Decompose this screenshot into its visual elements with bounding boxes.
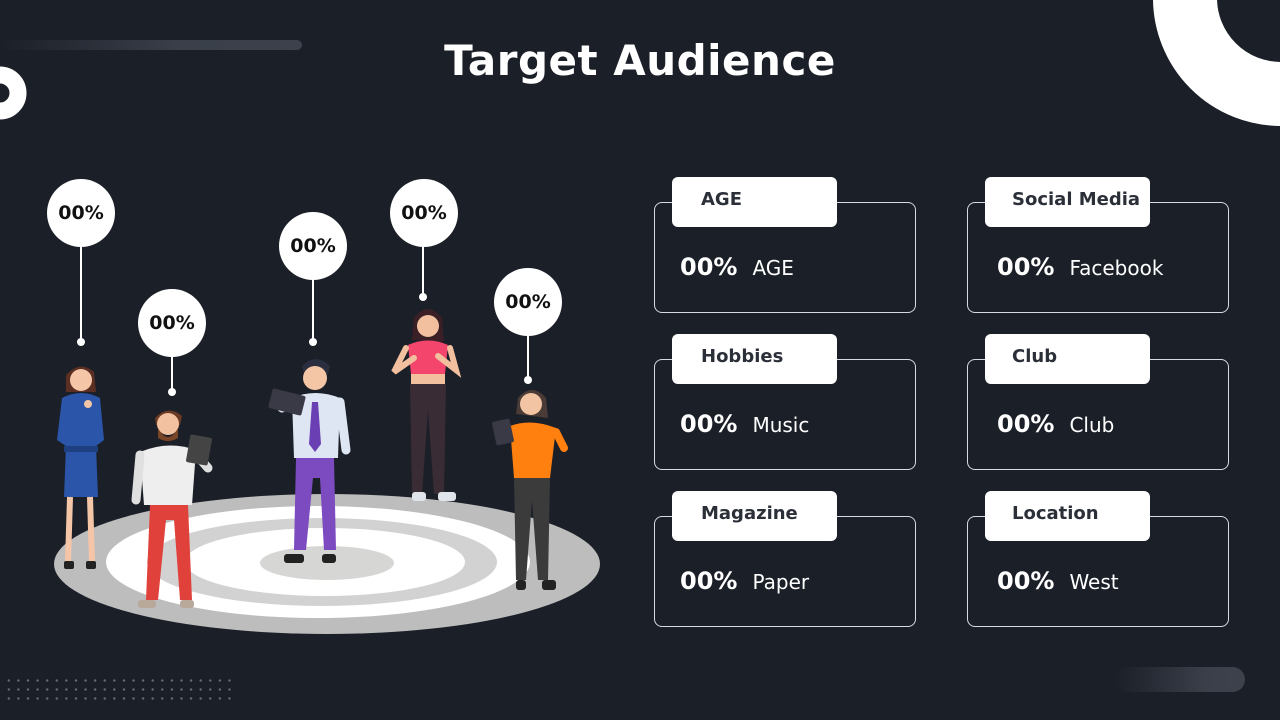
percent-bubble-4: 00%	[390, 179, 458, 247]
bubble-stem-3	[309, 275, 317, 346]
card-title: Hobbies	[672, 334, 837, 384]
card-label: AGE	[752, 256, 794, 280]
slide-title: Target Audience	[444, 36, 836, 85]
decorative-top-bar	[0, 40, 302, 50]
person-woman-orange-top	[492, 390, 568, 590]
card-title: Club	[985, 334, 1150, 384]
left-ring	[0, 66, 27, 120]
percent-bubble-3: 00%	[279, 212, 347, 280]
bubble-stem-4	[419, 242, 427, 301]
card-label: Paper	[752, 570, 810, 594]
card-percent: 00%	[997, 253, 1055, 281]
bubble-stem-2	[168, 352, 176, 396]
card-label: Music	[752, 413, 810, 437]
person-woman-pink-top	[391, 309, 462, 501]
bubble-stem-1	[77, 242, 85, 346]
person-woman-blue-dress	[57, 366, 104, 569]
person-man-purple-pants	[268, 359, 351, 563]
card-content: 00% West	[997, 567, 1119, 595]
card-content: 00% Club	[997, 410, 1114, 438]
decorative-bottom-bar	[1115, 667, 1245, 692]
bubble-stem-5	[524, 331, 532, 384]
card-club: Club 00% Club	[967, 334, 1229, 470]
card-label: West	[1069, 570, 1119, 594]
decorative-dot-grid	[4, 676, 236, 702]
card-content: 00% AGE	[680, 253, 794, 281]
card-magazine: Magazine 00% Paper	[654, 491, 916, 627]
card-title: AGE	[672, 177, 837, 227]
percent-bubble-1: 00%	[47, 179, 115, 247]
percent-bubble-5: 00%	[494, 268, 562, 336]
target-platform	[54, 494, 600, 634]
card-percent: 00%	[680, 253, 738, 281]
card-title: Location	[985, 491, 1150, 541]
person-man-red-pants	[131, 410, 213, 608]
card-hobbies: Hobbies 00% Music	[654, 334, 916, 470]
card-age: AGE 00% AGE	[654, 177, 916, 313]
card-title: Magazine	[672, 491, 837, 541]
card-percent: 00%	[997, 410, 1055, 438]
card-location: Location 00% West	[967, 491, 1229, 627]
card-title: Social Media	[985, 177, 1150, 227]
card-percent: 00%	[680, 567, 738, 595]
card-content: 00% Facebook	[997, 253, 1163, 281]
card-percent: 00%	[680, 410, 738, 438]
card-content: 00% Music	[680, 410, 809, 438]
card-percent: 00%	[997, 567, 1055, 595]
card-social-media: Social Media 00% Facebook	[967, 177, 1229, 313]
card-content: 00% Paper	[680, 567, 809, 595]
card-label: Facebook	[1069, 256, 1164, 280]
percent-bubble-2: 00%	[138, 289, 206, 357]
card-label: Club	[1069, 413, 1115, 437]
